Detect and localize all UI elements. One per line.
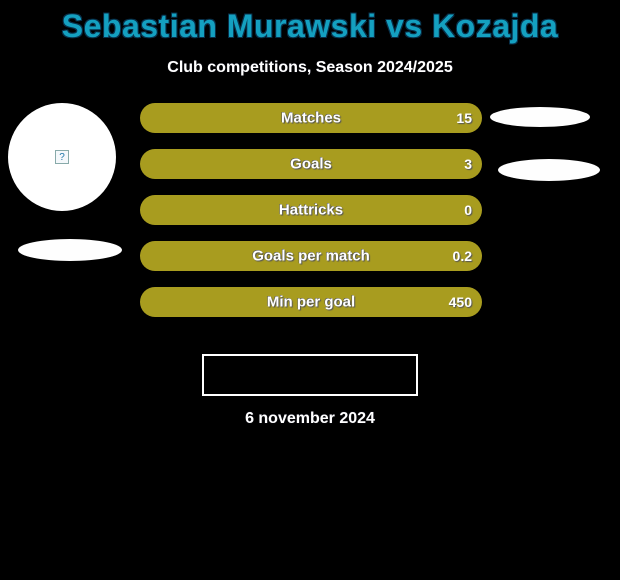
brand-box: FcTables.com bbox=[202, 354, 418, 396]
brand-text: FcTables.com bbox=[269, 366, 375, 384]
stat-bar: Hattricks 0 bbox=[140, 195, 482, 225]
generation-date: 6 november 2024 bbox=[0, 410, 620, 428]
missing-image-icon: ? bbox=[55, 150, 69, 164]
stat-value-right: 0.2 bbox=[453, 248, 472, 264]
brand-main: Tables bbox=[288, 366, 338, 383]
stat-bar: Goals per match 0.2 bbox=[140, 241, 482, 271]
stat-value-right: 450 bbox=[449, 294, 472, 310]
stat-label: Min per goal bbox=[267, 294, 355, 311]
stat-label: Matches bbox=[281, 110, 341, 127]
stat-bars: Matches 15 Goals 3 Hattricks 0 Goals per match… bbox=[140, 103, 482, 317]
stat-bar: Matches 15 bbox=[140, 103, 482, 133]
stat-value-right: 0 bbox=[464, 202, 472, 218]
stat-value-right: 15 bbox=[456, 110, 472, 126]
brand-suffix: .com bbox=[337, 366, 374, 383]
stat-label: Hattricks bbox=[279, 202, 343, 219]
stat-value-right: 3 bbox=[464, 156, 472, 172]
player-right-shadow-1 bbox=[490, 107, 590, 127]
stat-label: Goals bbox=[290, 156, 332, 173]
brand-chart-icon bbox=[245, 366, 265, 384]
page-title: Sebastian Murawski vs Kozajda bbox=[0, 0, 620, 45]
stat-bar: Goals 3 bbox=[140, 149, 482, 179]
player-left-shadow bbox=[18, 239, 122, 261]
subtitle: Club competitions, Season 2024/2025 bbox=[0, 59, 620, 77]
stat-label: Goals per match bbox=[252, 248, 370, 265]
brand-prefix: Fc bbox=[269, 366, 288, 383]
stat-bar: Min per goal 450 bbox=[140, 287, 482, 317]
player-right-shadow-2 bbox=[498, 159, 600, 181]
player-left-photo: ? bbox=[8, 103, 116, 211]
